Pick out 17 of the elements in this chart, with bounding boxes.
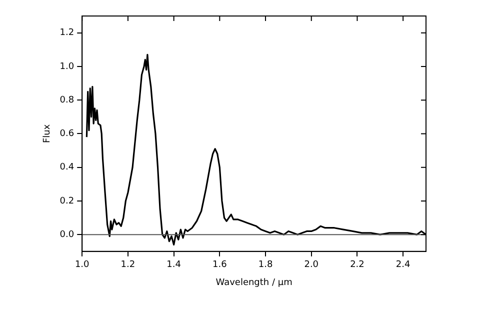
x-tick-label: 1.2 [120, 260, 136, 270]
x-tick-label: 1.0 [74, 260, 90, 270]
y-tick-label: 1.0 [60, 62, 74, 72]
y-tick-label: 0.8 [60, 95, 74, 106]
y-axis-title: Flux [42, 124, 53, 144]
x-tick-label: 2.2 [350, 260, 364, 270]
y-tick-label: 0.2 [60, 196, 74, 206]
y-tick-label: 0.0 [60, 230, 74, 240]
x-tick-label: 2.4 [396, 260, 410, 270]
x-tick-label: 1.8 [258, 260, 273, 270]
y-tick-label: 1.2 [60, 28, 74, 38]
x-tick-label: 1.4 [166, 260, 182, 270]
x-tick-label: 1.6 [212, 260, 228, 270]
x-tick-label: 2.0 [304, 260, 319, 270]
y-tick-label: 0.6 [60, 129, 74, 140]
x-axis-title: Wavelength / µm [216, 278, 292, 288]
y-tick-label: 0.4 [60, 162, 74, 173]
